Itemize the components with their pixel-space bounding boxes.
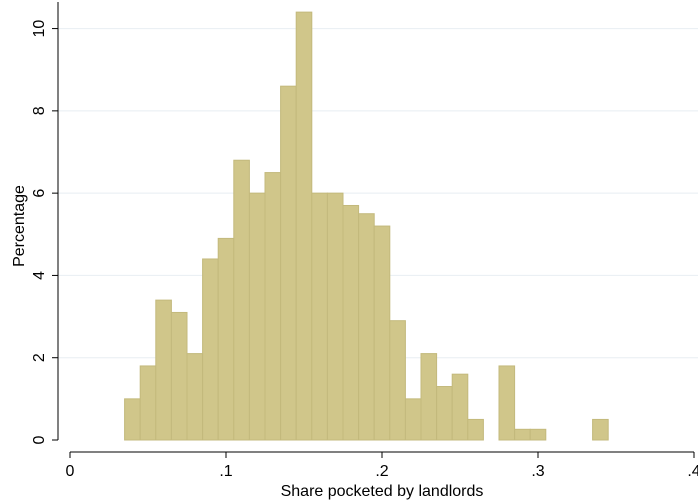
histogram-bar xyxy=(295,11,313,441)
y-tick-label: 4 xyxy=(31,271,48,280)
histogram-bar xyxy=(451,373,469,441)
histogram-bar xyxy=(358,213,375,441)
histogram-bar xyxy=(467,418,484,441)
y-tick-label: 8 xyxy=(31,106,48,115)
histogram-bar xyxy=(233,159,250,441)
histogram-bars xyxy=(124,11,609,441)
histogram-bar xyxy=(217,237,235,441)
histogram-bar xyxy=(264,172,282,441)
y-tick-label: 10 xyxy=(31,20,48,38)
x-tick-label: .4 xyxy=(687,463,698,480)
x-axis-title: Share pocketed by landlords xyxy=(281,483,484,500)
y-axis-ticks: 0 2 4 6 8 10 xyxy=(31,20,58,444)
histogram-bar xyxy=(529,428,547,441)
x-tick-label: .2 xyxy=(375,463,388,480)
y-axis-title: Percentage xyxy=(11,185,28,267)
histogram-bar xyxy=(389,320,406,441)
gridlines xyxy=(58,28,698,359)
histogram-bar xyxy=(311,192,328,441)
histogram-bar xyxy=(373,225,391,441)
histogram-bar xyxy=(248,192,266,441)
histogram-bar xyxy=(592,418,609,441)
histogram-bar xyxy=(342,204,360,441)
y-tick-label: 0 xyxy=(31,435,48,444)
histogram-bar xyxy=(155,299,172,441)
histogram-bar xyxy=(202,258,219,441)
y-tick-label: 2 xyxy=(31,353,48,362)
histogram-bar xyxy=(326,192,344,441)
x-axis-ticks: 0 .1 .2 .3 .4 xyxy=(66,452,698,480)
histogram-bar xyxy=(124,398,141,441)
histogram-bar xyxy=(498,365,516,441)
histogram-bar xyxy=(139,365,157,441)
x-tick-label: .1 xyxy=(219,463,232,480)
y-tick-label: 6 xyxy=(31,189,48,198)
histogram-bar xyxy=(436,386,453,441)
x-tick-label: .3 xyxy=(531,463,544,480)
histogram-bar xyxy=(170,311,188,441)
histogram-bar xyxy=(280,85,297,441)
histogram-bar xyxy=(186,353,204,441)
histogram-bar xyxy=(514,428,531,441)
x-tick-label: 0 xyxy=(66,463,75,480)
histogram-bar xyxy=(404,398,422,441)
histogram-bar xyxy=(420,353,438,441)
